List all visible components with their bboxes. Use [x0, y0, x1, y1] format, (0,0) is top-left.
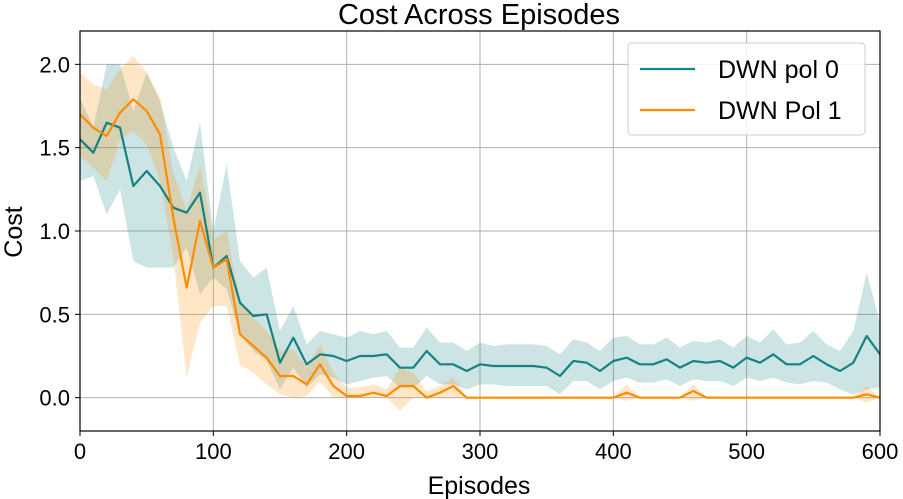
legend-box [627, 42, 866, 136]
y-tick-label: 0.0 [39, 386, 70, 411]
x-tick-label: 500 [728, 439, 765, 464]
x-tick-label: 200 [328, 439, 365, 464]
chart-title: Cost Across Episodes [338, 0, 620, 31]
y-ticks: 0.0 0.5 1.0 1.5 2.0 [39, 52, 80, 411]
y-tick-label: 0.5 [39, 302, 70, 327]
x-axis-label: Episodes [428, 472, 531, 499]
y-tick-label: 1.0 [39, 219, 70, 244]
confidence-bands [80, 56, 880, 411]
y-axis-label: Cost [0, 206, 28, 257]
series-band-0 [80, 64, 880, 395]
y-tick-label: 2.0 [39, 52, 70, 77]
x-tick-label: 300 [462, 439, 499, 464]
legend-label-1: DWN Pol 1 [718, 97, 842, 125]
x-tick-label: 100 [195, 439, 232, 464]
series-lines [79, 98, 881, 399]
series-line-1 [79, 98, 881, 399]
x-ticks: 0 100 200 300 400 500 600 [74, 431, 898, 464]
grid [79, 31, 881, 431]
legend-label-0: DWN pol 0 [718, 56, 839, 84]
x-tick-label: 600 [862, 439, 899, 464]
x-tick-label: 400 [595, 439, 632, 464]
x-tick-label: 0 [74, 439, 86, 464]
legend: DWN pol 0 DWN Pol 1 [627, 42, 866, 136]
y-tick-label: 1.5 [39, 136, 70, 161]
